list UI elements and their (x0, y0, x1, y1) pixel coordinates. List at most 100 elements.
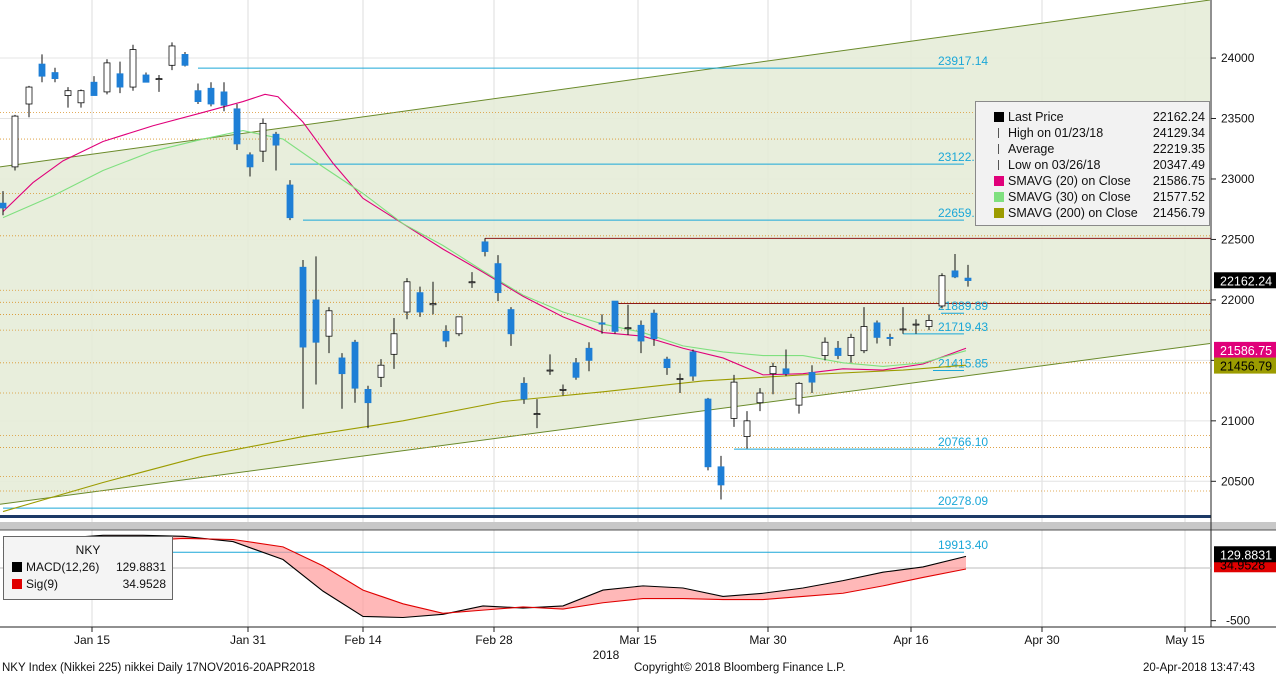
macd-price-tag-label: 129.8831 (1220, 548, 1272, 562)
reference-level-label: 19913.40 (938, 538, 988, 552)
macd-series-line (2, 534, 967, 619)
candle-body (717, 466, 725, 486)
candle-body (873, 322, 881, 338)
macd-legend-value: 129.8831 (115, 560, 166, 574)
candle-body (38, 63, 46, 77)
candle-body (90, 81, 98, 96)
candle-body (181, 54, 189, 66)
y-axis-tick-label: 24000 (1221, 51, 1255, 65)
x-axis-tick-label: Mar 30 (749, 633, 787, 647)
price-tag (1214, 272, 1276, 289)
candle-body (286, 184, 294, 219)
macd-price-tag (1214, 546, 1276, 563)
candle-body (142, 74, 150, 83)
legend-value: 21456.79 (1152, 206, 1205, 220)
candle-body (808, 372, 816, 383)
footer-copyright: Copyright© 2018 Bloomberg Finance L.P. (634, 662, 846, 674)
candle-body (520, 382, 528, 400)
price-tag-label: 21456.79 (1220, 360, 1272, 374)
legend-row: Average 22219.35 (976, 141, 1209, 157)
y-axis-tick-label: 20500 (1221, 474, 1255, 488)
footer-timestamp: 20-Apr-2018 13:47:43 (1143, 662, 1255, 674)
reference-level-label: 20766.10 (938, 435, 988, 449)
x-axis-tick-label: Apr 16 (893, 633, 929, 647)
x-axis-tick-label: Feb 14 (344, 633, 382, 647)
price-tag (1214, 357, 1276, 374)
candle-body (834, 347, 842, 356)
candle-body (546, 369, 554, 372)
candle-body (416, 292, 424, 313)
candle-body (860, 326, 868, 352)
y-axis-tick-label: 22500 (1221, 232, 1255, 246)
candle-body (821, 341, 829, 356)
candle-body (756, 392, 764, 404)
candle-body (782, 368, 790, 375)
legend-value: 21577.52 (1152, 190, 1205, 204)
candle-body (155, 78, 163, 81)
moving-average-line (2, 364, 967, 513)
macd-histogram-fill (3, 535, 966, 618)
legend-name: SMAVG (20) on Close (1008, 174, 1131, 188)
legend-row: High on 01/23/18 24129.34 (976, 125, 1209, 141)
legend-row: SMAVG (200) on Close 21456.79 (976, 205, 1209, 221)
legend-row: SMAVG (30) on Close 21577.52 (976, 189, 1209, 205)
channel-lower-line (0, 342, 1211, 505)
candle-body (481, 241, 489, 252)
macd-legend-row: MACD(12,26) 129.8831 (4, 559, 172, 575)
reference-level-label: 21889.89 (938, 299, 988, 313)
candle-body (468, 281, 476, 284)
candle-body (769, 366, 777, 375)
candle-body (364, 388, 372, 404)
y-axis-tick-label: 22000 (1221, 293, 1255, 307)
candle-body (0, 202, 7, 209)
candle-body (207, 87, 215, 105)
legend-swatch (998, 160, 1000, 170)
candle-body (116, 73, 124, 88)
candle-body (886, 336, 894, 340)
x-axis-tick-label: Jan 15 (74, 633, 110, 647)
candle-body (637, 324, 645, 342)
candle-body (455, 316, 463, 335)
price-legend: Last Price 22162.24 High on 01/23/18 24129.… (975, 101, 1210, 226)
legend-swatch (998, 144, 1000, 154)
candle-body (964, 277, 972, 281)
candle-body (559, 388, 567, 391)
candle-body (220, 91, 228, 106)
price-tag-label: 21586.75 (1220, 344, 1272, 358)
candle-body (611, 300, 619, 332)
candle-body (912, 323, 920, 326)
macd-legend-name: Sig(9) (26, 577, 59, 591)
candle-body (168, 45, 176, 66)
candle-body (299, 266, 307, 348)
candle-body (689, 351, 697, 377)
candle-body (390, 333, 398, 355)
candle-body (129, 49, 137, 88)
macd-axis-tick-label: -500 (1226, 614, 1250, 628)
candle-body (103, 62, 111, 93)
moving-average-line (2, 130, 967, 367)
legend-row: Last Price 22162.24 (976, 109, 1209, 125)
candle-body (494, 263, 502, 294)
candle-body (704, 398, 712, 468)
y-axis-tick-label: 23000 (1221, 172, 1255, 186)
y-axis-tick-label: 23500 (1221, 112, 1255, 126)
candle-body (51, 72, 59, 80)
candle-body (507, 309, 515, 335)
candle-body (351, 341, 359, 389)
x-axis-tick-label: Feb 28 (475, 633, 513, 647)
candle-body (246, 154, 254, 168)
macd-legend-row: Sig(9) 34.9528 (4, 576, 172, 592)
candle-body (64, 90, 72, 96)
legend-value: 22162.24 (1152, 110, 1205, 124)
y-axis-tick-label: 21000 (1221, 414, 1255, 428)
macd-series-line (2, 537, 967, 614)
candle-body (233, 108, 241, 145)
reference-level-label: 23917.14 (938, 54, 988, 68)
macd-title: NKY (75, 543, 101, 557)
candle-body (442, 330, 450, 342)
candle-body (429, 303, 437, 306)
legend-value: 21586.75 (1152, 174, 1205, 188)
candle-body (259, 122, 267, 152)
legend-name: Average (1008, 142, 1055, 156)
